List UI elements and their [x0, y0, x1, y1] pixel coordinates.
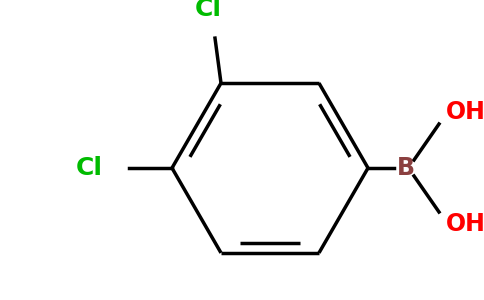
Text: Cl: Cl [76, 156, 103, 180]
Text: Cl: Cl [195, 0, 222, 21]
Text: B: B [397, 156, 415, 180]
Text: OH: OH [446, 100, 484, 124]
Text: OH: OH [446, 212, 484, 236]
